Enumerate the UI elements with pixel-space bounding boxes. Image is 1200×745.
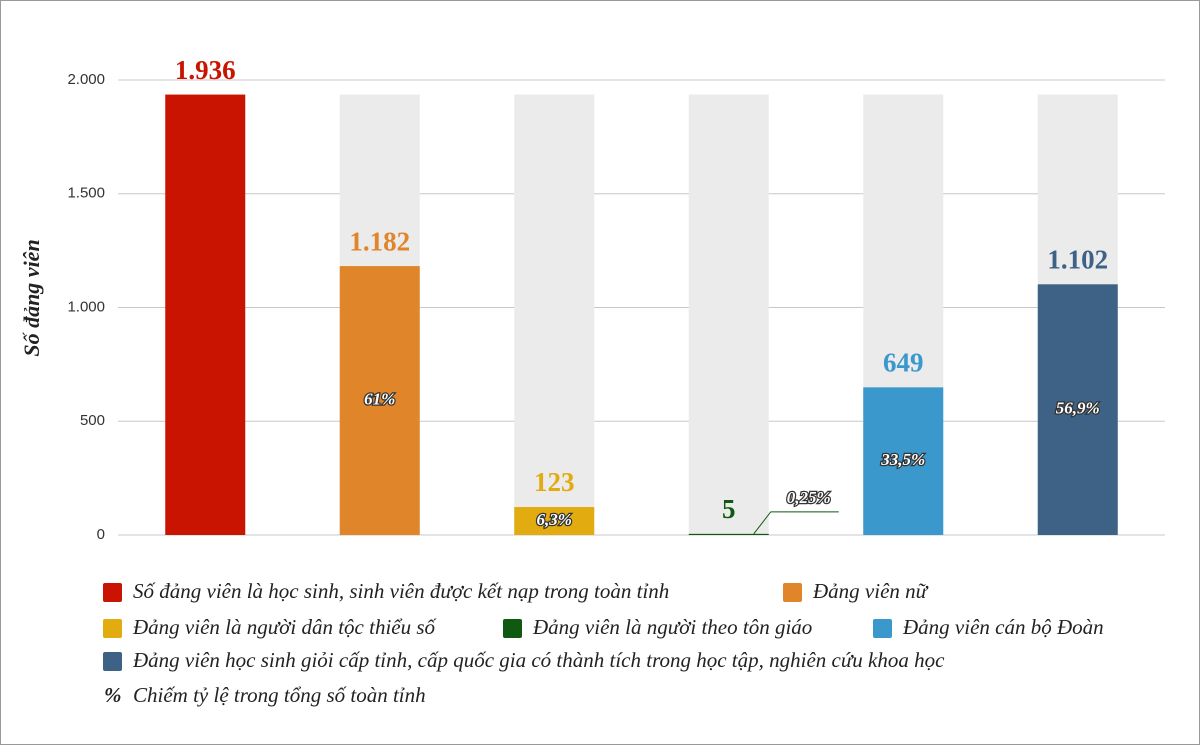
- value-label: 649: [883, 348, 924, 378]
- y-tick-label: 1.500: [67, 185, 105, 202]
- y-axis-label: Số đảng viên: [19, 239, 44, 356]
- share-label: 56,9%: [1056, 399, 1100, 418]
- share-label: 0,25%: [787, 488, 831, 507]
- legend-label: Đảng viên là người theo tôn giáo: [532, 615, 812, 639]
- legend-label: Đảng viên nữ: [812, 579, 929, 603]
- legend-label: Đảng viên là người dân tộc thiểu số: [132, 615, 437, 639]
- share-label: 6,3%: [537, 510, 572, 529]
- legend-swatch: [103, 583, 122, 602]
- y-tick-label: 2.000: [67, 71, 105, 88]
- backdrop-bar: [514, 94, 595, 535]
- bar: [339, 266, 420, 535]
- value-label: 5: [722, 494, 736, 524]
- leader-line: [753, 511, 839, 535]
- bar: [688, 533, 769, 535]
- legend-label: Số đảng viên là học sinh, sinh viên được…: [133, 579, 669, 603]
- share-label: 33,5%: [880, 450, 925, 469]
- y-tick-label: 1.000: [67, 298, 105, 315]
- legend-swatch: [103, 619, 122, 638]
- bar: [1037, 284, 1118, 535]
- value-label: 123: [534, 467, 575, 497]
- bar: [514, 507, 595, 535]
- value-label: 1.102: [1047, 244, 1108, 274]
- note: Chiếm tỷ lệ trong tổng số toàn tỉnh: [133, 683, 426, 707]
- legend-swatch: [103, 652, 122, 671]
- value-label: 1.182: [349, 226, 410, 256]
- legend-swatch: [503, 619, 522, 638]
- bar: [863, 387, 944, 535]
- share-label: 61%: [364, 389, 395, 408]
- legend-swatch: [783, 583, 802, 602]
- y-tick-label: 0: [97, 526, 105, 543]
- legend-swatch: [873, 619, 892, 638]
- value-label: 1.936: [175, 55, 236, 85]
- note-symbol: %: [104, 683, 122, 707]
- legend-label: Đảng viên học sinh giỏi cấp tỉnh, cấp qu…: [132, 648, 945, 672]
- backdrop-bar: [688, 94, 769, 535]
- y-tick-label: 500: [80, 412, 105, 429]
- legend-label: Đảng viên cán bộ Đoàn: [902, 615, 1104, 639]
- bar: [165, 94, 246, 535]
